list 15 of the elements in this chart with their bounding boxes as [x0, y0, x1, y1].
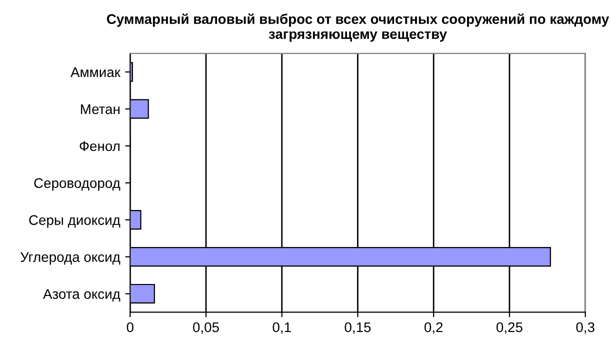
chart-title: Суммарный валовый выброс от всех очистных сооружений по каждому загрязняющему веществу — [106, 14, 610, 42]
x-tick-label: 0,3 — [576, 322, 594, 334]
y-tick-label: Серы диоксид — [29, 215, 120, 228]
y-tick-label: Фенол — [80, 141, 120, 152]
y-tick-label: Азота оксид — [43, 289, 120, 302]
x-tick-label: 0,2 — [424, 322, 443, 334]
y-tick-label: Аммиак — [70, 67, 120, 78]
y-tick-label: Метан — [80, 104, 120, 114]
y-tick-label: Углерода оксид — [20, 252, 120, 265]
x-tick-label: 0,1 — [272, 322, 291, 334]
x-tick-label: 0 — [126, 322, 134, 332]
y-tick-label: Сероводород — [34, 178, 120, 191]
x-tick-label: 0,05 — [193, 322, 219, 334]
x-tick-label: 0,15 — [344, 322, 371, 334]
x-tick-label: 0,25 — [496, 322, 522, 334]
